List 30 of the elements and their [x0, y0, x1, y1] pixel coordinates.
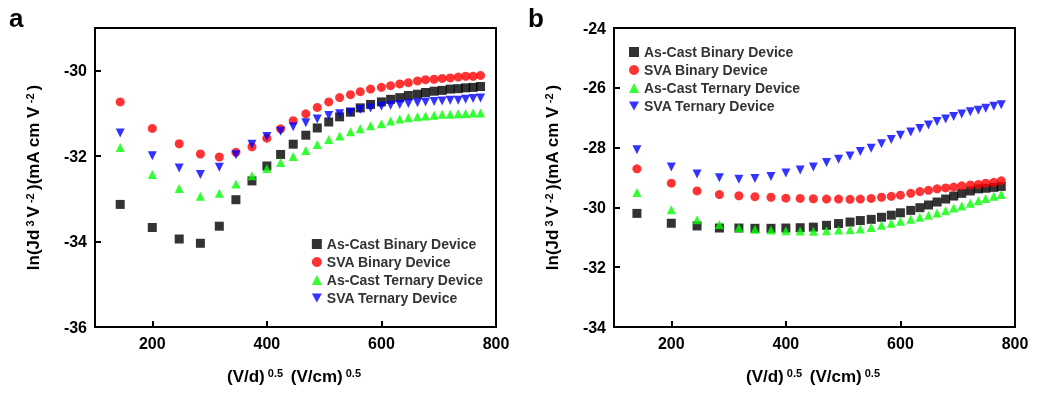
y-tick-label: -28 [582, 139, 607, 157]
x-tick-label: 600 [368, 334, 395, 352]
y-tick-label: -36 [63, 318, 88, 336]
y-tick-label: -32 [582, 258, 607, 276]
legend-label: As-Cast Ternary Device [644, 80, 801, 96]
chart-title: a [9, 3, 24, 33]
x-tick-label: 200 [138, 334, 166, 352]
legend-label: SVA Ternary Device [326, 290, 458, 306]
x-tick-label: 400 [253, 334, 281, 352]
y-tick-label: -34 [63, 233, 88, 251]
y-tick-label: -32 [63, 147, 88, 165]
y-axis-title: ln(Jd3V-2)(mA cm V-2) [542, 84, 562, 271]
y-tick-label: -30 [582, 198, 607, 216]
legend-label: As-Cast Binary Device [326, 236, 477, 252]
y-tick-label: -24 [582, 19, 607, 37]
chart-title: b [528, 3, 544, 33]
y-tick-label: -26 [582, 79, 607, 97]
x-tick-label: 800 [1001, 334, 1029, 352]
y-tick-label: -30 [63, 62, 88, 80]
x-tick-label: 600 [887, 334, 914, 352]
x-tick-label: 800 [482, 334, 510, 352]
legend-label: As-Cast Binary Device [644, 44, 794, 60]
legend-label: SVA Binary Device [326, 254, 451, 270]
x-tick-label: 400 [772, 334, 800, 352]
x-tick-label: 200 [657, 334, 685, 352]
legend-label: As-Cast Ternary Device [326, 272, 484, 288]
y-tick-label: -34 [582, 318, 607, 336]
legend-label: SVA Binary Device [644, 62, 768, 78]
legend-label: SVA Ternary Device [644, 98, 775, 114]
y-axis-title: ln(Jd3V-2)(mA cm V-2) [23, 84, 43, 271]
